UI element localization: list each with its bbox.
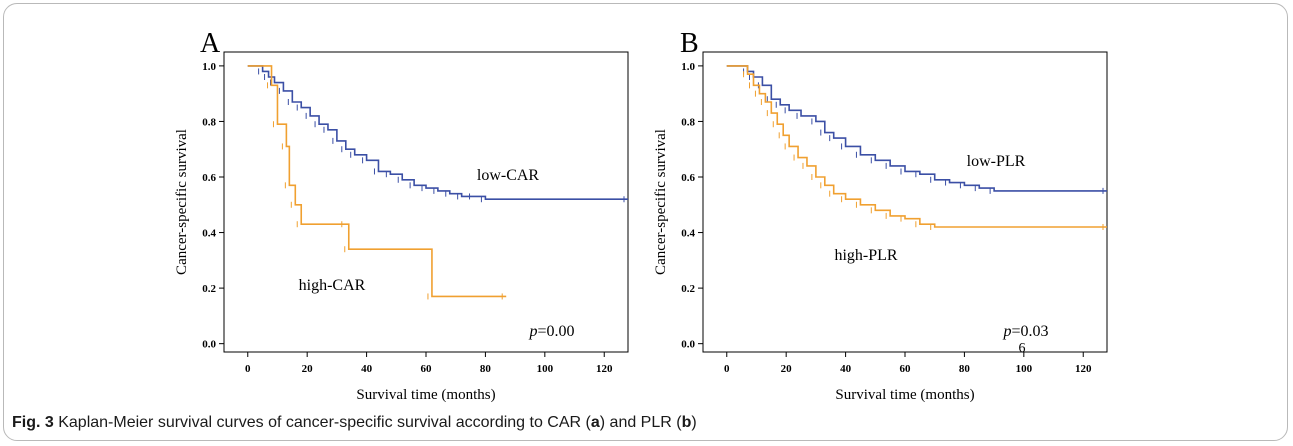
x-tick-label-a: 20 — [302, 363, 314, 375]
p-value-b: p=0.03 — [1002, 323, 1048, 340]
y-tick-label-a: 1.0 — [202, 61, 216, 73]
caption-label-b: b — [681, 414, 692, 431]
survival-curve-high-car — [247, 65, 507, 298]
y-tick-label-b: 0.6 — [681, 172, 695, 184]
caption-fig-label: Fig. 3 — [12, 414, 54, 431]
caption-text-2: ) and PLR ( — [599, 414, 682, 431]
p-value-symbol-a: p — [528, 323, 537, 340]
p-value-number-a: =0.00 — [537, 323, 574, 340]
p-value-symbol-b: p — [1002, 323, 1011, 340]
curve-label-high-plr: high-PLR — [834, 247, 897, 264]
curve-label-low-plr: low-PLR — [967, 153, 1026, 170]
y-tick-label-a: 0.2 — [202, 283, 216, 295]
curve-label-high-car: high-CAR — [299, 277, 366, 294]
x-tick-label-a: 60 — [421, 363, 433, 375]
plot-frame-b — [702, 51, 1108, 353]
x-tick-label-b: 20 — [781, 363, 793, 375]
y-tick-label-a: 0.0 — [202, 339, 216, 351]
x-tick-label-b: 120 — [1075, 363, 1092, 375]
y-tick-label-a: 0.8 — [202, 116, 216, 128]
y-tick-label-a: 0.4 — [202, 228, 216, 240]
x-tick-label-b: 80 — [959, 363, 971, 375]
survival-curve-high-plr — [726, 65, 1107, 228]
y-axis-label-a: Cancer-specific survival — [174, 129, 190, 275]
panel-label-b: B — [680, 28, 699, 59]
x-tick-label-a: 100 — [537, 363, 554, 375]
x-tick-label-b: 60 — [900, 363, 912, 375]
panel-label-a: A — [200, 28, 221, 59]
y-axis-label-b: Cancer-specific survival — [653, 129, 669, 275]
y-tick-label-b: 0.0 — [681, 339, 695, 351]
plot-frame-a — [223, 51, 629, 353]
x-tick-label-b: 0 — [724, 363, 730, 375]
y-tick-label-a: 0.6 — [202, 172, 216, 184]
p-value-overflow-b: 6 — [1019, 341, 1026, 356]
x-tick-label-b: 100 — [1016, 363, 1033, 375]
caption-text-3: ) — [691, 414, 697, 431]
x-tick-label-a: 120 — [596, 363, 613, 375]
x-tick-label-a: 40 — [361, 363, 373, 375]
y-tick-label-b: 0.4 — [681, 228, 695, 240]
x-axis-label-b: Survival time (months) — [835, 387, 974, 403]
x-tick-label-b: 40 — [840, 363, 852, 375]
y-tick-label-b: 0.8 — [681, 116, 695, 128]
p-value-number-b: =0.03 — [1011, 323, 1048, 340]
p-value-a: p=0.00 — [528, 323, 574, 340]
x-axis-label-a: Survival time (months) — [356, 387, 495, 403]
y-tick-label-b: 1.0 — [681, 61, 695, 73]
x-tick-label-a: 0 — [245, 363, 251, 375]
figure-frame — [3, 3, 1288, 441]
survival-curve-low-plr — [726, 65, 1107, 192]
caption-text-1: Kaplan-Meier survival curves of cancer-s… — [53, 414, 591, 431]
curve-label-low-car: low-CAR — [477, 167, 540, 184]
caption-label-a: a — [590, 414, 600, 431]
y-tick-label-b: 0.2 — [681, 283, 695, 295]
figure-caption: Fig. 3 Kaplan-Meier survival curves of c… — [12, 414, 697, 432]
survival-curve-low-car — [247, 65, 628, 201]
x-tick-label-a: 80 — [480, 363, 492, 375]
